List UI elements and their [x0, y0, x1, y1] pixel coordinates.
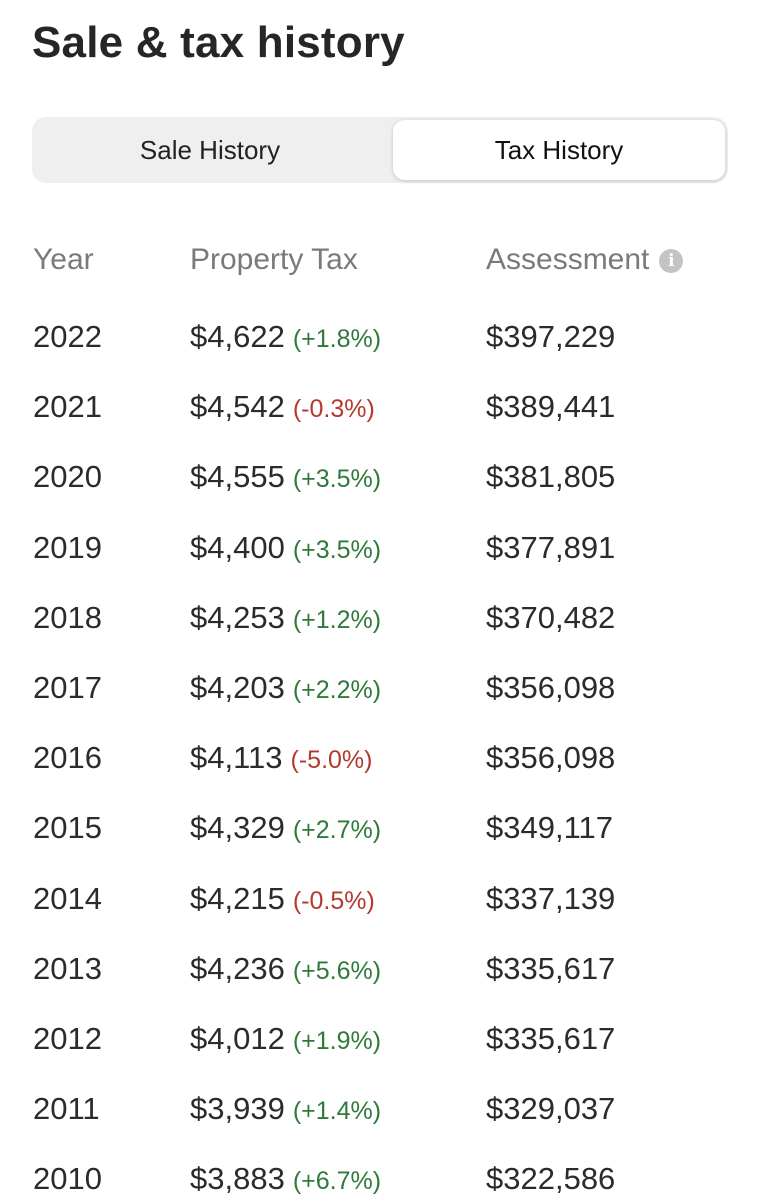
tax-change-percent: (+1.9%)	[292, 1027, 382, 1055]
table-row: 2018 $4,253 (+1.2%) $370,482	[0, 598, 760, 638]
year-cell: 2017	[33, 670, 102, 705]
property-tax-cell: $4,215 (-0.5%)	[190, 879, 375, 921]
assessment-cell: $389,441	[486, 389, 616, 424]
assessment-cell: $356,098	[486, 670, 616, 705]
assessment-cell: $356,098	[486, 740, 616, 775]
property-tax-cell: $4,542 (-0.3%)	[190, 387, 375, 429]
year-cell: 2013	[33, 951, 102, 986]
property-tax-cell: $4,113 (-5.0%)	[190, 738, 372, 780]
assessment-cell: $329,037	[486, 1091, 616, 1126]
property-tax-cell: $4,400 (+3.5%)	[190, 528, 381, 570]
property-tax-value: $4,253	[190, 600, 285, 635]
property-tax-cell: $3,939 (+1.4%)	[190, 1089, 381, 1131]
table-row: 2022 $4,622 (+1.8%) $397,229	[0, 317, 760, 357]
assessment-cell: $381,805	[486, 459, 616, 494]
assessment-cell: $370,482	[486, 600, 616, 635]
tax-change-percent: (+3.5%)	[292, 465, 382, 493]
tab-sale-history[interactable]: Sale History	[139, 134, 281, 165]
year-cell: 2014	[33, 881, 102, 916]
assessment-cell: $322,586	[486, 1161, 616, 1196]
tax-change-percent: (-0.5%)	[292, 887, 375, 915]
table-row: 2020 $4,555 (+3.5%) $381,805	[0, 457, 760, 497]
year-cell: 2021	[33, 389, 102, 424]
property-tax-cell: $4,236 (+5.6%)	[190, 949, 381, 991]
year-cell: 2019	[33, 530, 102, 565]
tax-change-percent: (+1.4%)	[292, 1097, 382, 1125]
property-tax-cell: $4,329 (+2.7%)	[190, 808, 381, 850]
tab-tax-history[interactable]: Tax History	[393, 120, 725, 180]
history-tab-switcher: Sale History Tax History	[32, 117, 728, 183]
table-row: 2012 $4,012 (+1.9%) $335,617	[0, 1019, 760, 1059]
tax-change-percent: (+2.7%)	[292, 816, 382, 844]
property-tax-cell: $4,012 (+1.9%)	[190, 1019, 381, 1061]
year-cell: 2010	[33, 1161, 102, 1196]
tax-change-percent: (+5.6%)	[292, 957, 382, 985]
property-tax-column-header: Property Tax	[190, 243, 358, 276]
property-tax-value: $4,236	[190, 951, 285, 986]
tax-change-percent: (+1.8%)	[292, 325, 382, 353]
table-row: 2015 $4,329 (+2.7%) $349,117	[0, 808, 760, 848]
assessment-cell: $349,117	[486, 810, 613, 845]
table-row: 2013 $4,236 (+5.6%) $335,617	[0, 949, 760, 989]
assessment-cell: $335,617	[486, 1021, 616, 1056]
tax-change-percent: (+2.2%)	[292, 676, 382, 704]
property-tax-value: $4,555	[190, 459, 285, 494]
property-tax-cell: $4,555 (+3.5%)	[190, 457, 381, 499]
year-cell: 2022	[33, 319, 102, 354]
property-tax-value: $4,012	[190, 1021, 285, 1056]
tax-change-percent: (+3.5%)	[292, 536, 382, 564]
table-row: 2014 $4,215 (-0.5%) $337,139	[0, 879, 760, 919]
property-tax-value: $4,113	[190, 740, 283, 775]
year-cell: 2011	[33, 1091, 100, 1126]
assessment-column-header: Assessment i	[486, 240, 684, 280]
property-tax-value: $4,542	[190, 389, 285, 424]
tax-change-percent: (+1.2%)	[292, 606, 382, 634]
assessment-cell: $337,139	[486, 881, 616, 916]
year-cell: 2016	[33, 740, 102, 775]
table-row: 2017 $4,203 (+2.2%) $356,098	[0, 668, 760, 708]
table-row: 2019 $4,400 (+3.5%) $377,891	[0, 528, 760, 568]
property-tax-value: $4,203	[190, 670, 285, 705]
property-tax-cell: $4,253 (+1.2%)	[190, 598, 381, 640]
year-cell: 2015	[33, 810, 102, 845]
property-tax-cell: $4,203 (+2.2%)	[190, 668, 381, 710]
table-row: 2021 $4,542 (-0.3%) $389,441	[0, 387, 760, 427]
assessment-cell: $335,617	[486, 951, 616, 986]
assessment-cell: $377,891	[486, 530, 616, 565]
property-tax-value: $4,215	[190, 881, 285, 916]
assessment-header-label: Assessment	[486, 243, 650, 276]
property-tax-value: $4,329	[190, 810, 285, 845]
page-title: Sale & tax history	[32, 18, 405, 67]
assessment-cell: $397,229	[486, 319, 616, 354]
property-tax-cell: $4,622 (+1.8%)	[190, 317, 381, 359]
table-header: Year Property Tax Assessment i	[0, 240, 760, 280]
property-tax-value: $3,883	[190, 1161, 285, 1196]
year-column-header: Year	[33, 243, 94, 276]
table-row: 2010 $3,883 (+6.7%) $322,586	[0, 1159, 760, 1199]
table-row: 2011 $3,939 (+1.4%) $329,037	[0, 1089, 760, 1129]
info-icon[interactable]: i	[659, 249, 684, 273]
tax-change-percent: (-0.3%)	[292, 395, 375, 423]
year-cell: 2012	[33, 1021, 102, 1056]
tax-change-percent: (+6.7%)	[292, 1167, 382, 1195]
year-cell: 2020	[33, 459, 102, 494]
table-row: 2016 $4,113 (-5.0%) $356,098	[0, 738, 760, 778]
tax-change-percent: (-5.0%)	[290, 746, 373, 774]
property-tax-value: $4,622	[190, 319, 285, 354]
year-cell: 2018	[33, 600, 102, 635]
property-tax-cell: $3,883 (+6.7%)	[190, 1159, 381, 1201]
property-tax-value: $4,400	[190, 530, 285, 565]
property-tax-value: $3,939	[190, 1091, 285, 1126]
